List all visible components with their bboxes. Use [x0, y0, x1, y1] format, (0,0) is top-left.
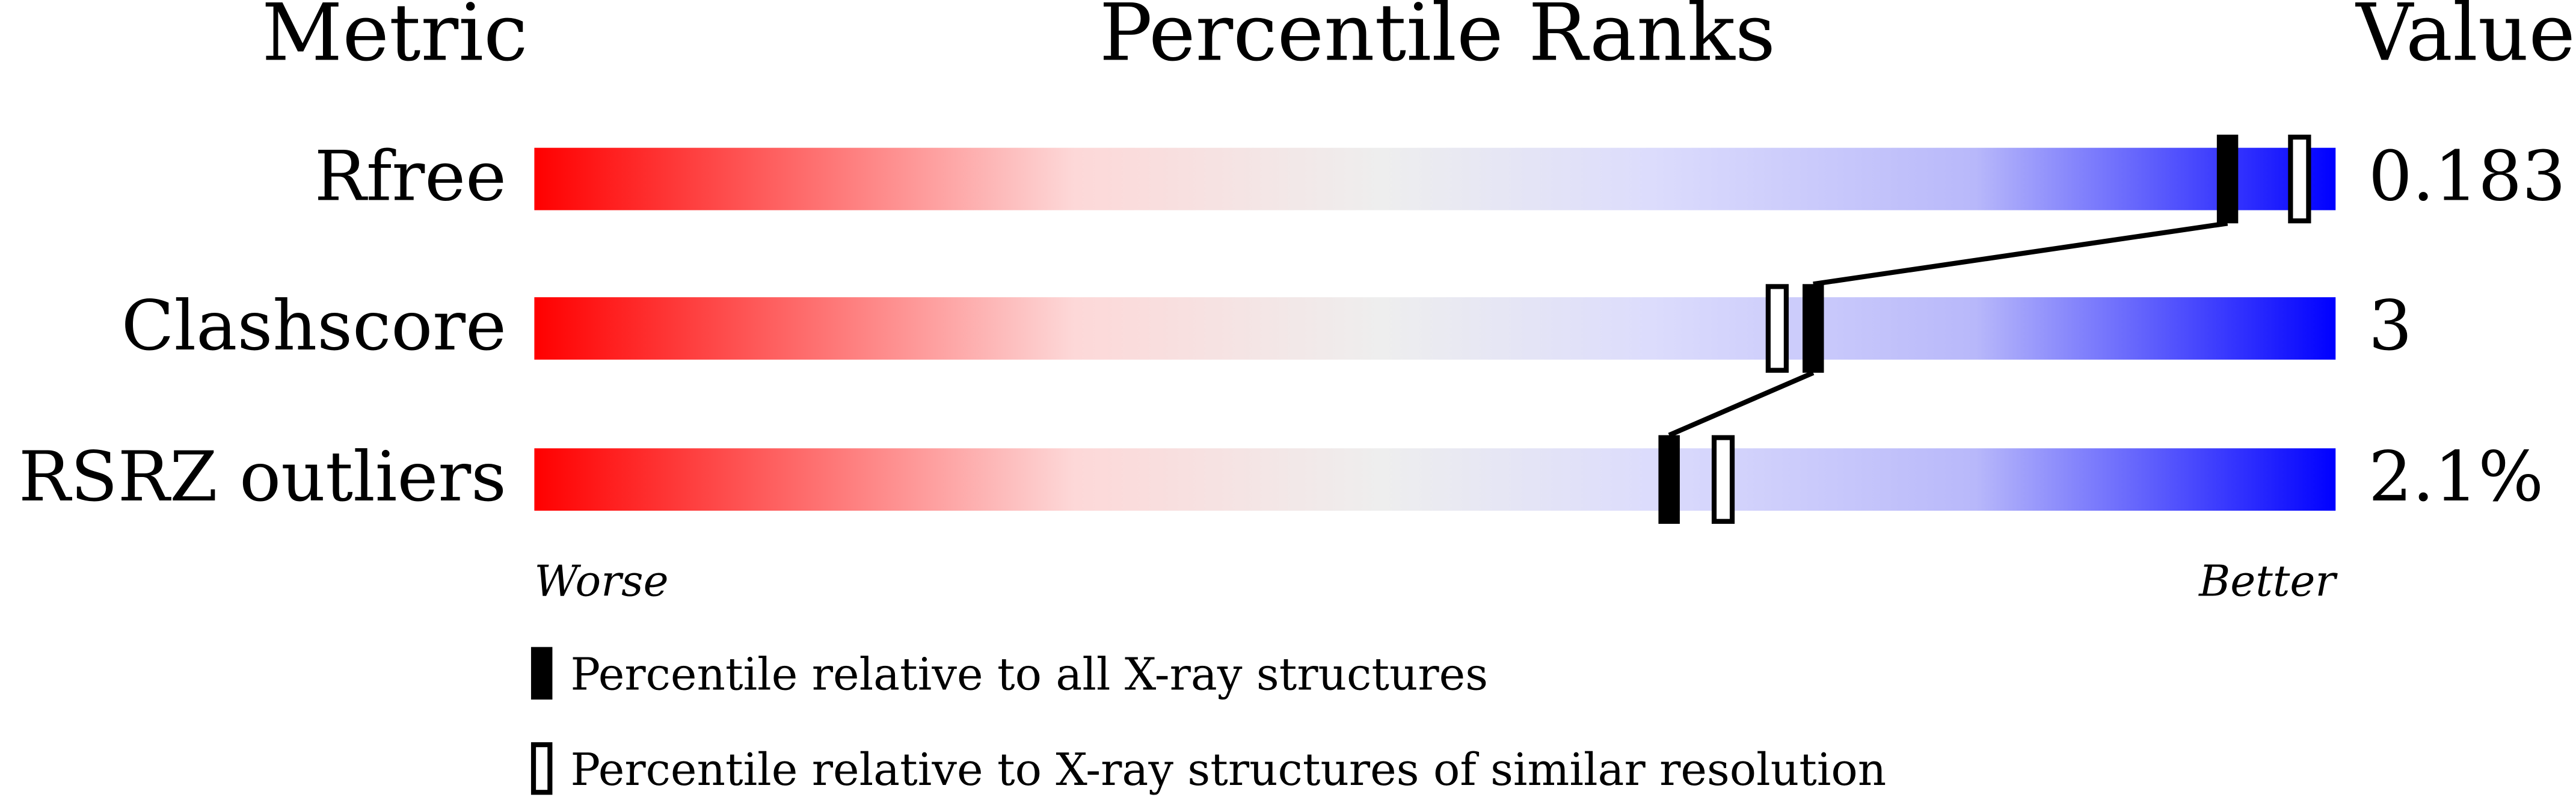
marker-similar: [1711, 435, 1735, 524]
marker-all: [1803, 284, 1824, 373]
percentile-bar: [534, 147, 2336, 211]
legend-swatch: [530, 647, 553, 700]
metric-label: Clashscore: [121, 286, 506, 366]
legend-label: Percentile relative to all X-ray structu…: [570, 650, 1488, 701]
marker-similar: [1765, 284, 1789, 373]
metric-value: 3: [2369, 286, 2412, 366]
percentile-bar: [534, 448, 2336, 511]
connector: [1813, 221, 2228, 287]
connector: [1668, 370, 1815, 438]
marker-all: [1658, 435, 1680, 524]
metric-value: 0.183: [2369, 137, 2566, 217]
percentile-bar: [534, 297, 2336, 360]
metric-label: RSRZ outliers: [19, 437, 506, 517]
metric-header: Metric: [262, 0, 527, 79]
chart-title: Percentile Ranks: [1099, 0, 1775, 79]
better-label: Better: [2198, 556, 2338, 606]
metric-label: Rfree: [315, 137, 506, 217]
worse-label: Worse: [534, 556, 668, 606]
marker-similar: [2288, 134, 2311, 224]
legend-label: Percentile relative to X-ray structures …: [570, 745, 1886, 796]
legend-swatch: [530, 742, 553, 795]
value-header: Value: [2355, 0, 2575, 79]
metric-value: 2.1%: [2369, 437, 2544, 517]
marker-all: [2216, 134, 2239, 224]
